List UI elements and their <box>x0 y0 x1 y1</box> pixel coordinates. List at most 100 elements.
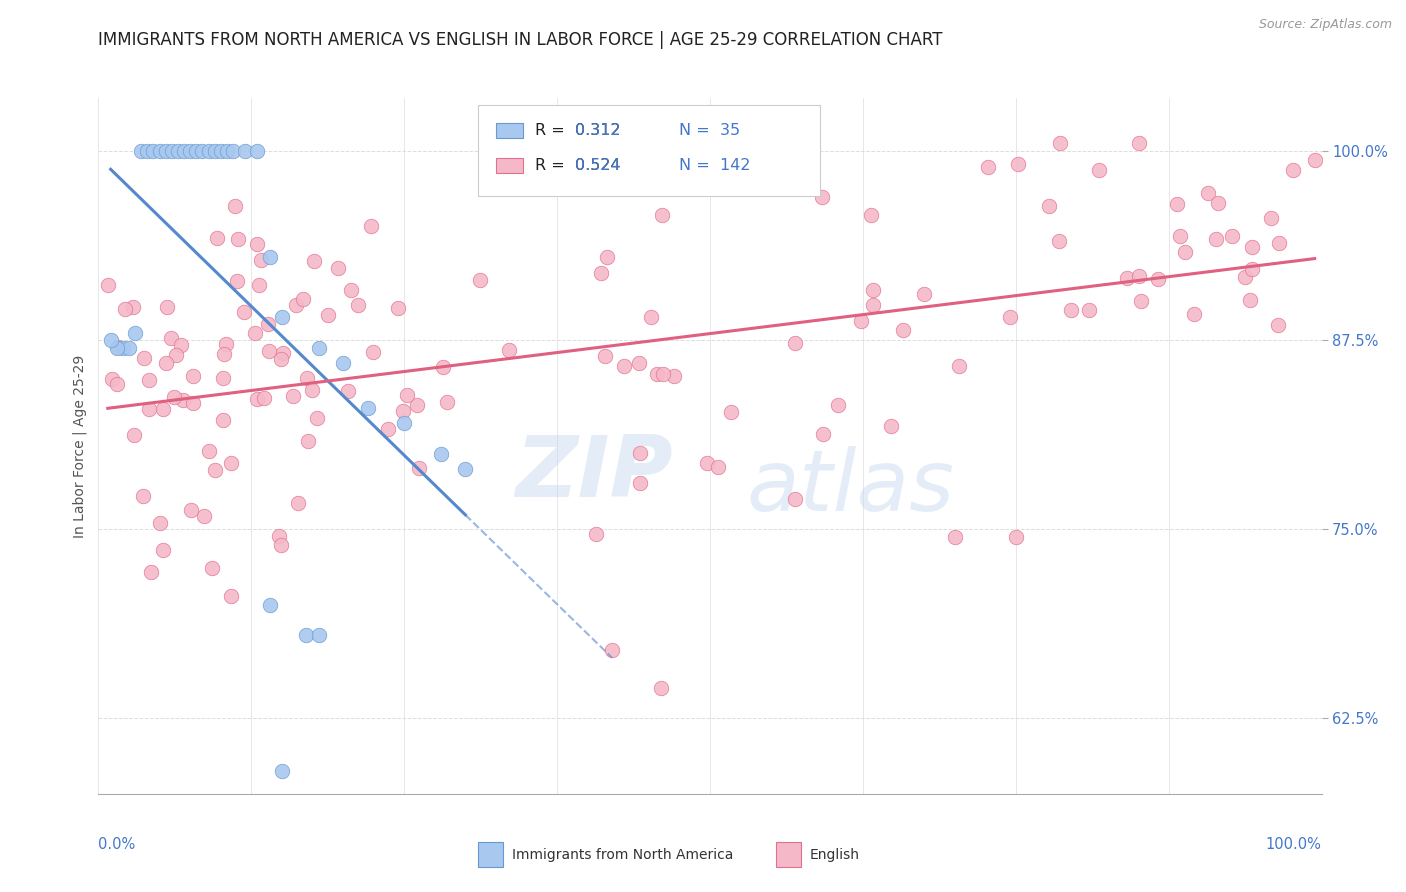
Point <box>405 398 427 412</box>
Text: Immigrants from North America: Immigrants from North America <box>512 847 733 862</box>
Point <box>209 144 232 158</box>
Point <box>1260 211 1282 225</box>
Bar <box>496 158 523 173</box>
Point <box>132 489 155 503</box>
Text: IMMIGRANTS FROM NORTH AMERICA VS ENGLISH IN LABOR FORCE | AGE 25-29 CORRELATION : IMMIGRANTS FROM NORTH AMERICA VS ENGLISH… <box>98 31 943 49</box>
Point <box>212 347 235 361</box>
Point <box>1182 307 1205 321</box>
Point <box>377 422 399 436</box>
Point <box>720 405 742 419</box>
Point <box>432 359 454 374</box>
Point <box>100 333 122 347</box>
Point <box>180 503 202 517</box>
Point <box>891 323 914 337</box>
Point <box>860 208 883 222</box>
Point <box>132 351 155 365</box>
Point <box>297 434 319 449</box>
Point <box>222 144 245 158</box>
Point <box>165 348 187 362</box>
Point <box>613 359 636 373</box>
Point <box>1128 268 1150 283</box>
Point <box>593 349 616 363</box>
Point <box>585 527 607 541</box>
Point <box>179 144 201 158</box>
Point <box>221 456 243 470</box>
Text: N =  35: N = 35 <box>679 123 741 138</box>
Point <box>259 343 281 358</box>
Point <box>1130 293 1153 308</box>
Point <box>204 463 226 477</box>
Point <box>118 341 141 355</box>
Point <box>396 388 419 402</box>
Point <box>259 250 281 264</box>
Point <box>1241 239 1264 253</box>
Point <box>215 144 238 158</box>
Bar <box>496 123 523 138</box>
Point <box>155 144 177 158</box>
Point <box>1166 197 1188 211</box>
Point <box>1282 163 1305 178</box>
Point <box>136 144 159 158</box>
Point <box>246 144 269 158</box>
Point <box>205 231 228 245</box>
Point <box>408 460 430 475</box>
Point <box>600 643 623 657</box>
Point <box>1303 153 1326 167</box>
Point <box>827 398 849 412</box>
Point <box>1233 269 1256 284</box>
Point <box>250 253 273 268</box>
Point <box>326 260 349 275</box>
Point <box>591 266 613 280</box>
Point <box>284 298 307 312</box>
Point <box>879 419 901 434</box>
Point <box>211 371 233 385</box>
Point <box>650 681 672 695</box>
Point <box>811 427 834 442</box>
Point <box>138 373 160 387</box>
Point <box>215 336 238 351</box>
Point <box>114 301 136 316</box>
Point <box>246 237 269 252</box>
Point <box>142 144 165 158</box>
Point <box>360 219 382 233</box>
Point <box>283 389 305 403</box>
Text: atlas: atlas <box>747 446 955 529</box>
Point <box>1049 136 1071 151</box>
Point <box>149 144 172 158</box>
FancyBboxPatch shape <box>478 105 820 195</box>
Point <box>270 352 292 367</box>
Point <box>183 395 205 409</box>
Point <box>138 401 160 416</box>
Point <box>156 300 179 314</box>
Point <box>295 628 318 642</box>
Point <box>436 395 458 409</box>
Point <box>224 199 246 213</box>
Text: Source: ZipAtlas.com: Source: ZipAtlas.com <box>1258 18 1392 31</box>
Point <box>197 144 219 158</box>
Point <box>337 384 360 399</box>
Point <box>173 144 195 158</box>
Point <box>1168 229 1191 244</box>
Point <box>998 310 1021 324</box>
Point <box>232 305 254 319</box>
Point <box>628 475 651 490</box>
Point <box>152 401 174 416</box>
Point <box>339 283 361 297</box>
Point <box>862 298 884 312</box>
Point <box>257 317 280 331</box>
Point <box>159 331 181 345</box>
Point <box>101 372 124 386</box>
Point <box>1206 196 1229 211</box>
Point <box>204 144 226 158</box>
Point <box>645 367 668 381</box>
Point <box>302 254 325 268</box>
Point <box>387 301 409 316</box>
Point <box>361 345 384 359</box>
Point <box>287 496 309 510</box>
Point <box>186 144 208 158</box>
Point <box>219 589 242 603</box>
Point <box>1128 136 1150 151</box>
Point <box>468 273 491 287</box>
Point <box>152 543 174 558</box>
Point <box>124 326 146 340</box>
